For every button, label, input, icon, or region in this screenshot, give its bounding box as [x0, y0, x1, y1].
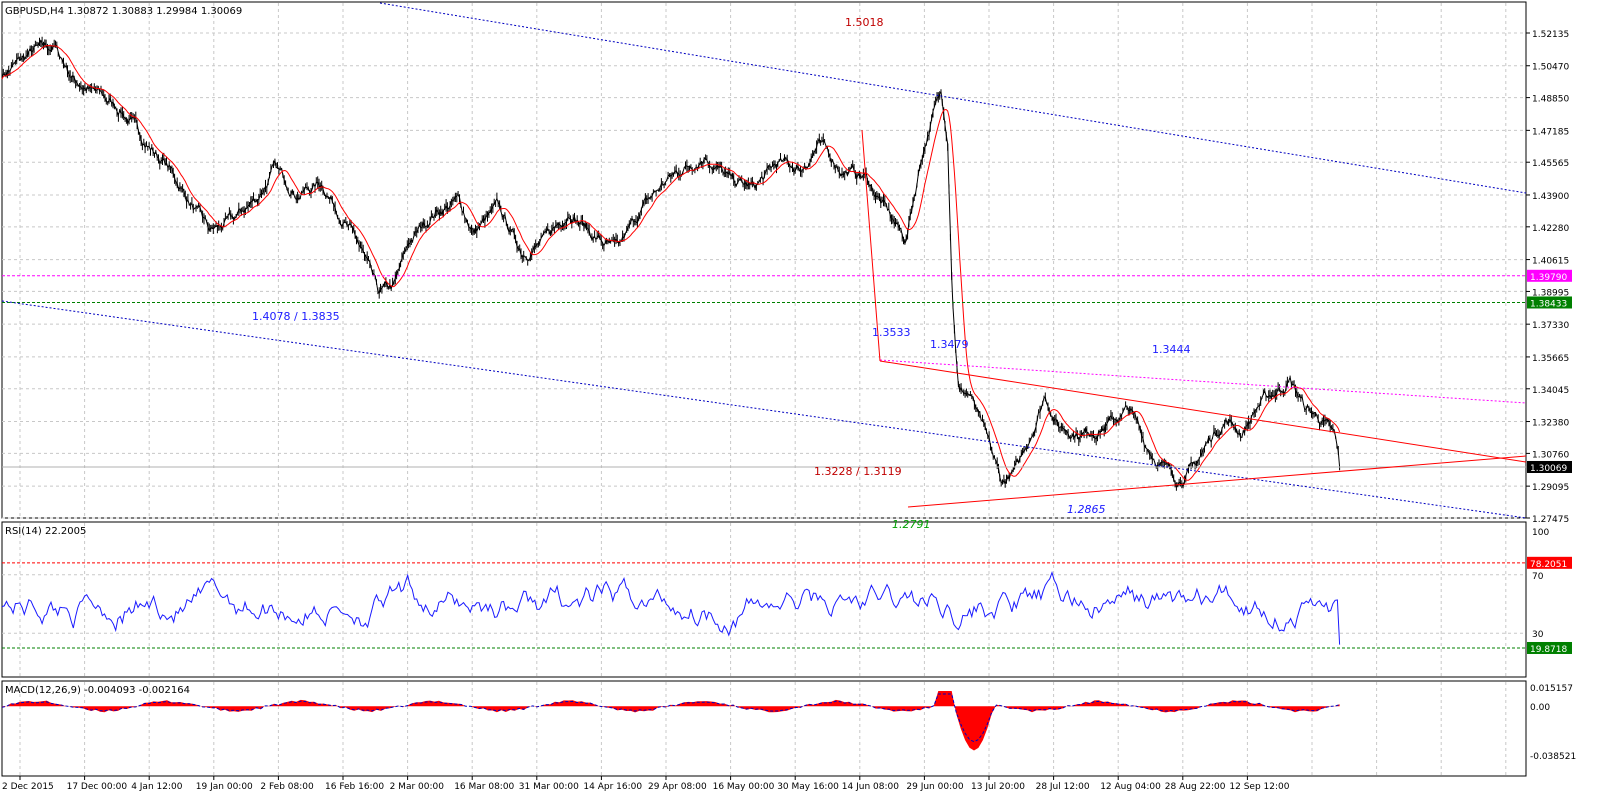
price-title: GBPUSD,H4 1.30872 1.30883 1.29984 1.3006… — [5, 6, 242, 17]
price-tick-label: 1.50470 — [1532, 63, 1569, 73]
macd-tick-label: 0.015157 — [1530, 684, 1573, 694]
time-tick-label: 19 Jan 00:00 — [196, 782, 253, 792]
rsi-panel[interactable] — [1, 521, 1527, 678]
price-tick-label: 1.43900 — [1532, 192, 1569, 202]
rsi-tick-label: 30 — [1532, 630, 1544, 640]
macd-histogram — [2, 691, 1340, 751]
price-tick-label: 1.35665 — [1532, 354, 1569, 364]
annotation-label: 1.2865 — [1067, 503, 1106, 516]
price-layer: 1.5018 1.4078 / 1.3835 1.3533 1.3479 1.3444 1… — [1, 2, 1527, 531]
time-tick-label: 16 Feb 16:00 — [325, 782, 384, 792]
triangle-upper-line — [879, 360, 1527, 463]
price-tick-label: 1.52135 — [1532, 30, 1569, 40]
macd-tick-label: 0.00 — [1530, 703, 1550, 713]
price-tick-label: 1.42280 — [1532, 224, 1569, 234]
price-tick-label: 1.40615 — [1532, 257, 1569, 267]
current-price-tag — [1527, 460, 1572, 473]
rsi-line — [1, 570, 1341, 645]
channel-upper-line — [379, 2, 1527, 194]
price-tick-label: 1.38995 — [1532, 288, 1569, 298]
annotation-label: 1.5018 — [845, 16, 884, 29]
level-tag-0 — [1527, 269, 1572, 282]
time-tick-label: 29 Jun 00:00 — [906, 782, 963, 792]
macd-title: MACD(12,26,9) -0.004093 -0.002164 — [5, 685, 190, 696]
time-tick-label: 16 Mar 08:00 — [454, 782, 514, 792]
price-tick-label: 1.45565 — [1532, 159, 1569, 169]
moving-average-line — [1, 44, 1341, 481]
annotation-label: 1.3444 — [1152, 343, 1191, 356]
time-tick-label: 28 Aug 22:00 — [1165, 782, 1226, 792]
macd-panel[interactable] — [1, 680, 1527, 777]
rsi-level-label-0: 78.2051 — [1530, 560, 1567, 570]
rsi-level-label-1: 19.8718 — [1530, 645, 1567, 655]
channel-lower-line — [1, 300, 1527, 519]
price-tick-label: 1.32380 — [1532, 419, 1569, 429]
time-tick-label: 13 Jul 20:00 — [971, 782, 1025, 792]
price-tick-label: 1.29095 — [1532, 483, 1569, 493]
macd-signal-line — [1, 693, 1340, 743]
time-tick-label: 31 Mar 00:00 — [519, 782, 579, 792]
macd-tick-label: -0.038521 — [1530, 752, 1576, 762]
current-price-label: 1.30069 — [1530, 464, 1567, 474]
triangle-lower-line — [907, 455, 1527, 508]
time-tick-label: 12 Aug 04:00 — [1100, 782, 1161, 792]
annotation-label: 1.3479 — [930, 338, 969, 351]
axis-layer: 1.39790 1.38433 1.30069 1.52135 1.50470 1.488… — [2, 30, 1576, 792]
rsi-title: RSI(14) 22.2005 — [5, 526, 86, 537]
price-tick-label: 1.47185 — [1532, 127, 1569, 137]
time-tick-label: 4 Jan 12:00 — [131, 782, 183, 792]
time-tick-label: 12 Sep 12:00 — [1229, 782, 1289, 792]
annotation-label: 1.3533 — [872, 326, 911, 339]
price-tick-label: 1.48850 — [1532, 95, 1569, 105]
triangle-entry-line — [861, 129, 881, 362]
level-label-0: 1.39790 — [1530, 273, 1567, 283]
annotation-label: 1.3228 / 1.3119 — [814, 465, 902, 478]
rsi-tick-label: 70 — [1532, 572, 1544, 582]
time-tick-label: 2 Dec 2015 — [2, 782, 54, 792]
price-line — [1, 39, 1341, 488]
time-tick-label: 2 Mar 00:00 — [390, 782, 445, 792]
price-tick-label: 1.30760 — [1532, 450, 1569, 460]
time-tick-label: 28 Jul 12:00 — [1036, 782, 1090, 792]
annotation-label: 1.4078 / 1.3835 — [252, 310, 340, 323]
price-tick-label: 1.34045 — [1532, 386, 1569, 396]
rsi-level-tag-1 — [1527, 641, 1572, 654]
rsi-layer — [1, 562, 1526, 649]
level-tag-1 — [1527, 296, 1572, 309]
time-tick-label: 16 May 00:00 — [713, 782, 775, 792]
annotation-label: 1.2791 — [892, 518, 931, 531]
rsi-tick-label: 100 — [1532, 528, 1549, 538]
time-tick-label: 14 Jun 08:00 — [842, 782, 899, 792]
time-tick-label: 30 May 16:00 — [777, 782, 839, 792]
rsi-level-tag-0 — [1527, 556, 1572, 569]
level-label-1: 1.38433 — [1530, 299, 1567, 309]
grid-lines — [2, 3, 1526, 775]
time-tick-label: 14 Apr 16:00 — [583, 782, 642, 792]
time-tick-label: 2 Feb 08:00 — [260, 782, 314, 792]
price-tick-label: 1.37330 — [1532, 321, 1569, 331]
time-tick-label: 17 Dec 00:00 — [67, 782, 128, 792]
price-tick-label: 1.27475 — [1532, 515, 1569, 525]
macd-layer — [1, 691, 1340, 751]
time-tick-label: 29 Apr 08:00 — [648, 782, 707, 792]
